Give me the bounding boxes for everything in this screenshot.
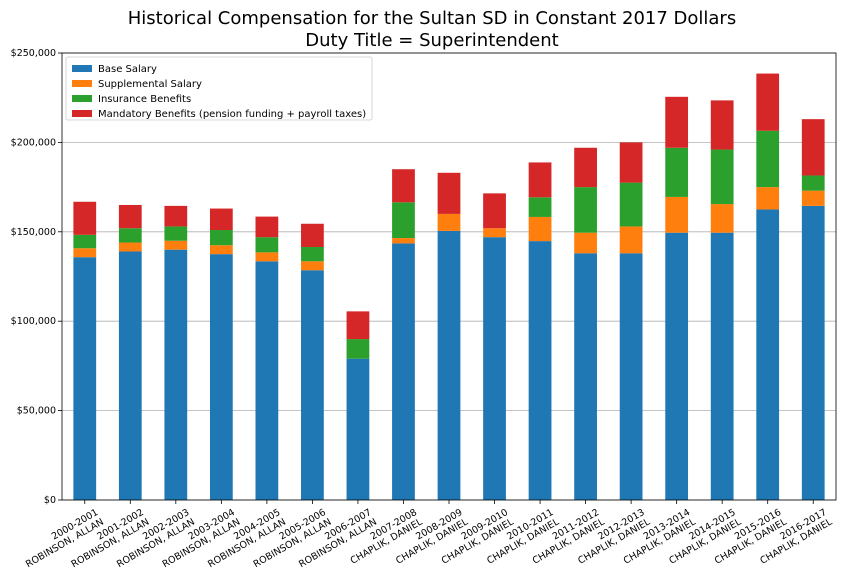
bar-segment-mandatory [392,169,415,203]
bar-segment-mandatory [665,96,689,148]
bar-segment-insurance [756,130,780,188]
bar-segment-base [392,243,415,500]
legend-label: Supplemental Salary [98,79,202,90]
bar-segment-supplemental [209,245,233,255]
legend-label: Mandatory Benefits (pension funding + pa… [98,109,366,120]
bar-segment-mandatory [710,100,734,150]
bar-segment-insurance [118,228,142,243]
bar-segment-supplemental [528,216,552,242]
legend-label: Insurance Benefits [98,94,191,105]
bar-segment-mandatory [483,193,506,229]
bar-segment-base [301,270,324,500]
bar-segment-insurance [801,175,825,191]
legend-swatch [72,95,92,102]
bar-segment-base [73,257,97,500]
legend-swatch [72,80,92,87]
y-tick-label: $200,000 [11,137,56,148]
bar-segment-supplemental [756,187,780,210]
bar-segment-base [710,232,734,500]
bar-segment-supplemental [118,242,142,252]
bar-segment-mandatory [164,205,188,227]
bar-segment-mandatory [619,142,643,183]
bar-segment-supplemental [665,196,689,233]
bars [73,73,825,500]
y-tick-label: $50,000 [17,406,56,417]
bar-segment-mandatory [209,208,233,231]
bar-segment-insurance [665,147,689,197]
bar-segment-base [346,358,370,500]
bar-segment-insurance [346,339,370,359]
bar-segment-insurance [73,234,97,249]
bar-segment-base [665,232,689,500]
bar-segment-base [528,241,552,500]
bar-segment-mandatory [437,172,461,214]
bar-segment-supplemental [574,232,597,254]
bar-segment-base [437,230,461,500]
bar-segment-supplemental [73,248,97,258]
y-tick-label: $250,000 [11,48,56,59]
legend-box [65,56,373,121]
bar-segment-mandatory [574,147,597,188]
legend: Base Salary Supplemental Salary Insurance … [65,56,373,121]
bar-segment-base [164,249,188,500]
bar-segment-insurance [164,226,188,241]
bar-segment-base [483,237,506,500]
legend-swatch [72,65,92,72]
legend-label: Base Salary [98,64,157,75]
chart-title: Historical Compensation for the Sultan S… [127,8,737,29]
bar-segment-base [118,251,142,500]
bar-segment-supplemental [392,238,415,244]
bar-segment-mandatory [73,201,97,235]
bar-segment-insurance [392,202,415,239]
bar-segment-insurance [301,246,324,262]
bar-segment-base [801,205,825,500]
bar-segment-supplemental [437,213,461,231]
bar-segment-mandatory [301,223,324,247]
bar-segment-supplemental [164,240,188,250]
bar-segment-supplemental [301,261,324,271]
bar-segment-mandatory [118,204,142,229]
chart-subtitle: Duty Title = Superintendent [305,30,559,51]
y-tick-label: $150,000 [11,227,56,238]
bar-segment-supplemental [801,190,825,206]
bar-segment-mandatory [528,162,552,198]
legend-swatch [72,110,92,117]
bar-segment-supplemental [483,228,506,238]
y-axis: $0 $50,000 $100,000 $150,000 $200,000 $250,00… [11,48,62,506]
bar-segment-base [255,261,279,500]
bar-segment-insurance [710,149,734,205]
y-tick-label: $0 [44,495,56,506]
bar-segment-supplemental [710,204,734,233]
bar-segment-insurance [574,187,597,233]
bar-segment-insurance [255,237,279,253]
bar-segment-supplemental [619,226,643,254]
bar-segment-mandatory [756,73,780,131]
bar-segment-insurance [528,197,552,217]
bar-segment-insurance [209,230,233,246]
bar-segment-base [574,253,597,500]
bar-segment-base [619,253,643,500]
bar-segment-mandatory [255,216,279,238]
bar-segment-base [756,209,780,500]
bar-segment-supplemental [255,252,279,262]
y-tick-label: $100,000 [11,316,56,327]
bar-segment-base [209,254,233,500]
bar-segment-mandatory [346,311,370,340]
bar-segment-mandatory [801,119,825,176]
bar-segment-insurance [619,182,643,227]
